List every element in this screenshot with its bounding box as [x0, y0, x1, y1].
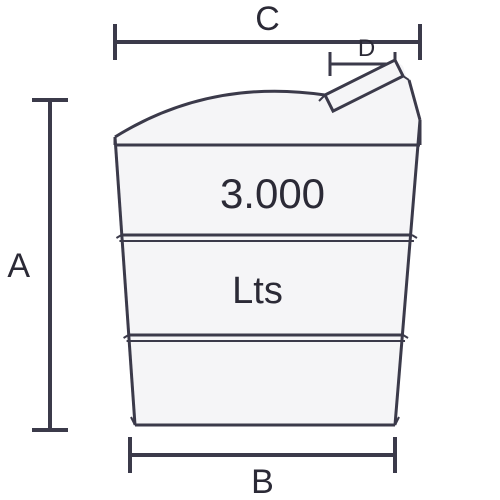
capacity-unit: Lts [232, 270, 283, 312]
dim-label-D: D [358, 35, 375, 62]
dim-label-A: A [7, 247, 30, 285]
capacity-value: 3.000 [220, 170, 325, 217]
dim-label-B: B [251, 463, 274, 500]
dim-label-C: C [255, 0, 280, 38]
tank-outline [115, 60, 420, 425]
tank-dimension-diagram: A B C D 3.000 Lts [0, 0, 500, 500]
